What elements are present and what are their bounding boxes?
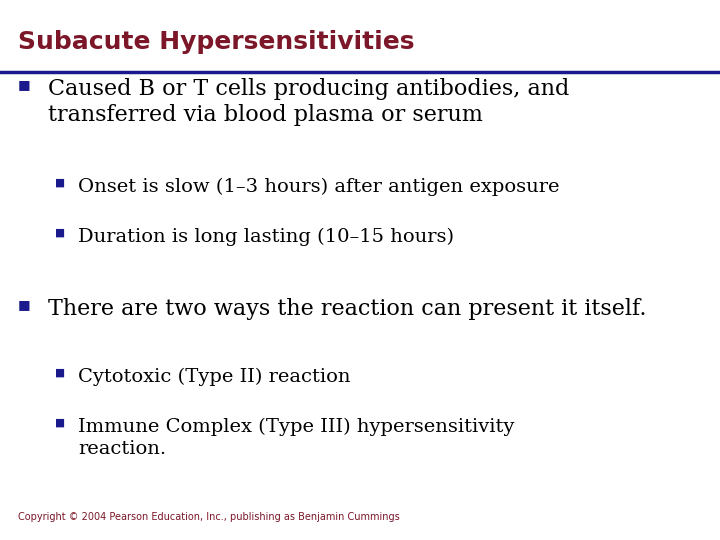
Text: ■: ■ <box>55 228 65 238</box>
Text: ■: ■ <box>18 78 31 91</box>
Text: ■: ■ <box>55 368 65 378</box>
Text: Subacute Hypersensitivities: Subacute Hypersensitivities <box>18 30 415 54</box>
Text: ■: ■ <box>55 178 65 188</box>
Text: ■: ■ <box>18 298 31 311</box>
Text: ■: ■ <box>55 418 65 428</box>
Text: Caused B or T cells producing antibodies, and
transferred via blood plasma or se: Caused B or T cells producing antibodies… <box>48 78 570 126</box>
Text: Cytotoxic (Type II) reaction: Cytotoxic (Type II) reaction <box>78 368 351 386</box>
Text: Copyright © 2004 Pearson Education, Inc., publishing as Benjamin Cummings: Copyright © 2004 Pearson Education, Inc.… <box>18 512 400 522</box>
Text: Duration is long lasting (10–15 hours): Duration is long lasting (10–15 hours) <box>78 228 454 246</box>
Text: There are two ways the reaction can present it itself.: There are two ways the reaction can pres… <box>48 298 647 320</box>
Text: Immune Complex (Type III) hypersensitivity
reaction.: Immune Complex (Type III) hypersensitivi… <box>78 418 514 458</box>
Text: Onset is slow (1–3 hours) after antigen exposure: Onset is slow (1–3 hours) after antigen … <box>78 178 559 196</box>
